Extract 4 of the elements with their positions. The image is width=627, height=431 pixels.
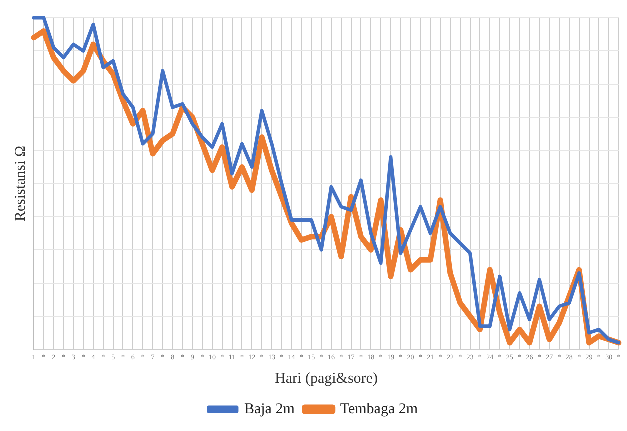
x-axis-title: Hari (pagi&sore) <box>275 370 378 387</box>
y-axis-title: Resistansi Ω <box>12 146 29 222</box>
legend-label: Baja 2m <box>244 401 296 418</box>
legend-label: Tembaga 2m <box>340 401 418 418</box>
